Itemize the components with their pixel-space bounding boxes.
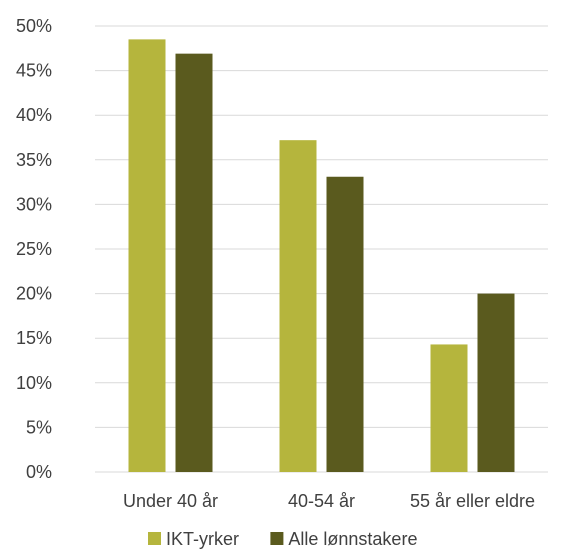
bar [175, 53, 213, 472]
y-tick-label: 15% [16, 328, 52, 348]
y-tick-label: 30% [16, 194, 52, 214]
legend: IKT-yrker Alle lønnstakere [148, 529, 417, 549]
legend-swatch [270, 532, 284, 545]
bar [430, 344, 468, 472]
x-tick-label: 40-54 år [288, 491, 355, 511]
y-tick-label: 35% [16, 150, 52, 170]
bar [477, 293, 515, 472]
y-tick-label: 0% [26, 462, 52, 482]
y-tick-label: 5% [26, 417, 52, 437]
x-tick-label: Under 40 år [123, 491, 218, 511]
x-tick-label: 55 år eller eldre [410, 491, 535, 511]
y-axis-ticks: 0% 5% 10% 15% 20% 25% 30% 35% 40% 45% 50% [16, 16, 52, 482]
x-axis-labels: Under 40 år 40-54 år 55 år eller eldre [123, 491, 535, 511]
y-tick-label: 40% [16, 105, 52, 125]
legend-swatch [148, 532, 161, 545]
y-tick-label: 25% [16, 239, 52, 259]
y-tick-label: 45% [16, 61, 52, 81]
y-tick-label: 10% [16, 373, 52, 393]
legend-label: IKT-yrker [166, 529, 239, 549]
y-tick-label: 20% [16, 284, 52, 304]
bars [128, 39, 515, 473]
y-tick-label: 50% [16, 16, 52, 36]
gridlines [95, 25, 548, 473]
bar [279, 140, 317, 472]
bar [128, 39, 166, 472]
legend-label: Alle lønnstakere [288, 529, 417, 549]
bar [326, 176, 364, 473]
